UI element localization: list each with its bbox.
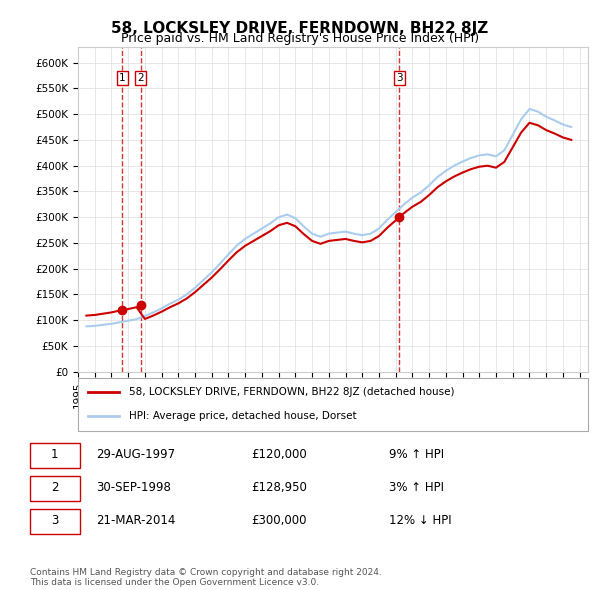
FancyBboxPatch shape <box>30 476 80 501</box>
Text: 3: 3 <box>396 73 403 83</box>
Text: 58, LOCKSLEY DRIVE, FERNDOWN, BH22 8JZ (detached house): 58, LOCKSLEY DRIVE, FERNDOWN, BH22 8JZ (… <box>129 388 455 398</box>
Text: Price paid vs. HM Land Registry's House Price Index (HPI): Price paid vs. HM Land Registry's House … <box>121 32 479 45</box>
Text: £128,950: £128,950 <box>251 481 307 494</box>
Text: 1: 1 <box>51 448 59 461</box>
Text: 1: 1 <box>119 73 126 83</box>
Text: £120,000: £120,000 <box>251 448 307 461</box>
Text: 12% ↓ HPI: 12% ↓ HPI <box>389 514 451 527</box>
Text: HPI: Average price, detached house, Dorset: HPI: Average price, detached house, Dors… <box>129 411 356 421</box>
Text: £300,000: £300,000 <box>251 514 307 527</box>
Text: 2: 2 <box>51 481 59 494</box>
FancyBboxPatch shape <box>78 378 588 431</box>
FancyBboxPatch shape <box>30 509 80 534</box>
Text: 3: 3 <box>51 514 59 527</box>
Text: 9% ↑ HPI: 9% ↑ HPI <box>389 448 444 461</box>
Text: 58, LOCKSLEY DRIVE, FERNDOWN, BH22 8JZ: 58, LOCKSLEY DRIVE, FERNDOWN, BH22 8JZ <box>112 21 488 35</box>
Text: 29-AUG-1997: 29-AUG-1997 <box>96 448 175 461</box>
Text: 21-MAR-2014: 21-MAR-2014 <box>96 514 176 527</box>
Text: Contains HM Land Registry data © Crown copyright and database right 2024.
This d: Contains HM Land Registry data © Crown c… <box>30 568 382 587</box>
Text: 2: 2 <box>137 73 144 83</box>
Text: 3% ↑ HPI: 3% ↑ HPI <box>389 481 444 494</box>
Text: 30-SEP-1998: 30-SEP-1998 <box>96 481 171 494</box>
FancyBboxPatch shape <box>30 443 80 468</box>
